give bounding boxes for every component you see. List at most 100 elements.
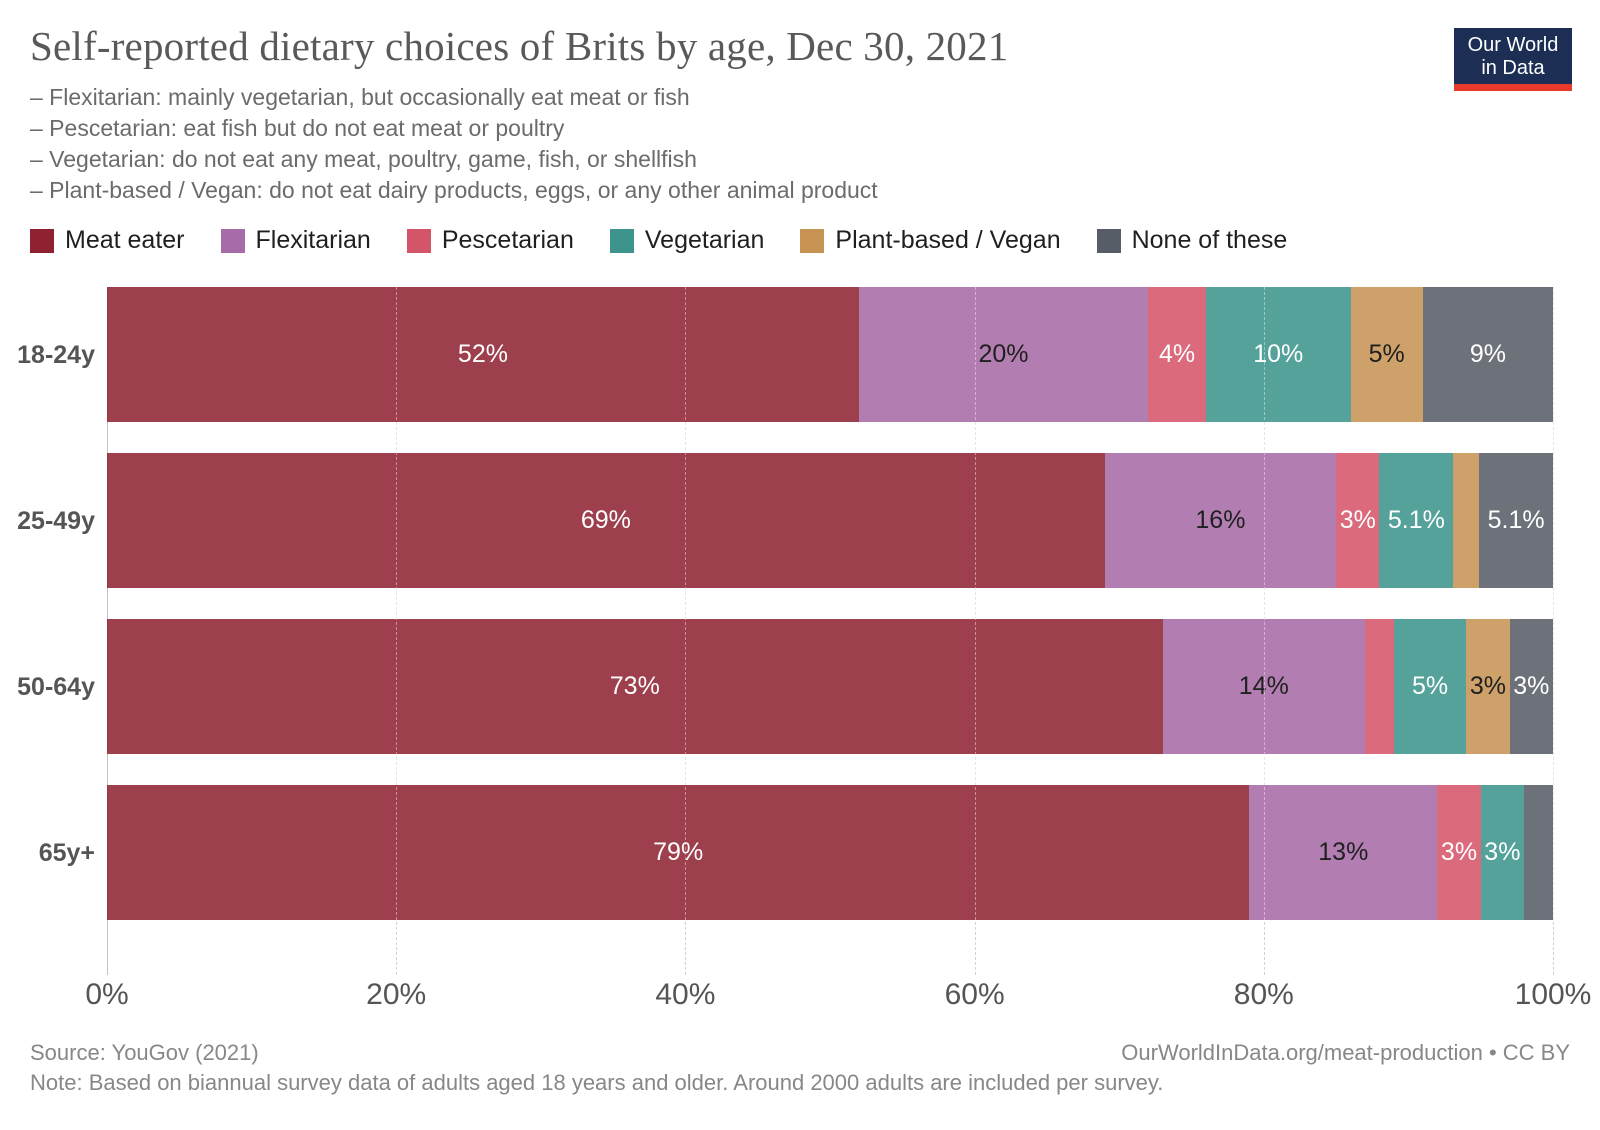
bar-segment-fill xyxy=(1480,785,1525,920)
x-tick-0: 0% xyxy=(85,978,129,1011)
bar-value-label: 14% xyxy=(1238,672,1289,700)
bar-segment-50-64y-vegetarian[interactable]: 5% xyxy=(1393,619,1467,754)
bar-segment-25-49y-flexitarian[interactable]: 16% xyxy=(1104,453,1337,588)
x-tick-100: 100% xyxy=(1514,978,1592,1011)
bar-value-label: 3% xyxy=(1513,672,1550,700)
legend-label: Plant-based / Vegan xyxy=(835,226,1061,254)
bar-value-label: 5% xyxy=(1412,672,1449,700)
legend-swatch xyxy=(609,228,634,253)
bar-segment-25-49y-meat-eater[interactable]: 69% xyxy=(107,453,1105,588)
bar-segment-fill xyxy=(1379,453,1454,588)
page-title: Self-reported dietary choices of Brits b… xyxy=(30,23,1009,69)
bar-segment-fill xyxy=(107,287,859,422)
legend-item-1[interactable]: Flexitarian xyxy=(220,226,371,255)
bar-segment-65y+-pescetarian[interactable]: 3% xyxy=(1437,785,1481,920)
bar-segment-fill xyxy=(858,287,1149,422)
legend-label: Meat eater xyxy=(65,226,185,254)
subtitle-block: – Flexitarian: mainly vegetarian, but oc… xyxy=(30,82,878,206)
legend-item-0[interactable]: Meat eater xyxy=(30,226,185,255)
bar-value-label: 3% xyxy=(1484,838,1521,866)
bar-segment-fill xyxy=(107,785,1250,920)
bar-segment-25-49y-vegetarian[interactable]: 5.1% xyxy=(1379,453,1454,588)
bar-segment-25-49y-pescetarian[interactable]: 3% xyxy=(1336,453,1380,588)
bar-segment-18-24y-vegetarian[interactable]: 10% xyxy=(1205,287,1351,422)
owid-logo[interactable]: Our World in Data xyxy=(1454,28,1572,91)
bar-segment-65y+-meat-eater[interactable]: 79% xyxy=(107,785,1250,920)
y-axis-label-65y+: 65y+ xyxy=(38,838,95,867)
legend-label: Vegetarian xyxy=(644,226,765,254)
subtitle-flexitarian: – Flexitarian: mainly vegetarian, but oc… xyxy=(30,84,690,110)
bar-segment-fill xyxy=(1162,619,1366,754)
bar-segment-65y+-vegetarian[interactable]: 3% xyxy=(1480,785,1525,920)
bar-segment-fill xyxy=(1249,785,1438,920)
bar-segment-50-64y-plant-based-vegan[interactable]: 3% xyxy=(1466,619,1510,754)
bar-segment-25-49y-none-of-these[interactable]: 5.1% xyxy=(1479,453,1553,588)
bar-value-label: 9% xyxy=(1469,340,1506,368)
y-axis-label-18-24y: 18-24y xyxy=(17,340,95,369)
bar-segment-25-49y-plant-based-vegan[interactable] xyxy=(1453,453,1480,588)
bar-value-label: 69% xyxy=(580,506,631,534)
x-tick-60: 60% xyxy=(944,978,1005,1011)
bar-segment-fill xyxy=(1365,619,1394,754)
bar-segment-18-24y-flexitarian[interactable]: 20% xyxy=(858,287,1149,422)
bar-value-label: 52% xyxy=(457,340,508,368)
bar-row-65y+: 79% 13% 3% 3% xyxy=(107,785,1553,920)
legend-swatch xyxy=(800,228,825,253)
legend-item-5[interactable]: None of these xyxy=(1096,226,1287,255)
bar-value-label: 10% xyxy=(1253,340,1304,368)
legend-label: Pescetarian xyxy=(441,226,574,254)
gridline-100 xyxy=(1553,287,1554,975)
bar-value-label: 16% xyxy=(1195,506,1246,534)
legend-swatch xyxy=(30,228,54,253)
gridline-overlay-80 xyxy=(1263,287,1265,920)
bar-value-label: 5% xyxy=(1368,340,1405,368)
footer-link[interactable]: OurWorldInData.org/meat-production • CC … xyxy=(1121,1040,1570,1065)
y-axis-label-50-64y: 50-64y xyxy=(17,672,95,701)
x-tick-80: 80% xyxy=(1233,978,1294,1011)
owid-logo-text: Our World in Data xyxy=(1454,34,1572,80)
bar-segment-18-24y-none-of-these[interactable]: 9% xyxy=(1422,287,1553,422)
bar-segment-fill xyxy=(107,453,1105,588)
gridline-overlay-60 xyxy=(974,287,976,920)
bar-row-18-24y: 52% 20% 4% 10% 5% 9% xyxy=(107,287,1553,422)
bar-segment-50-64y-pescetarian[interactable] xyxy=(1365,619,1394,754)
bar-segment-65y+-none-of-these[interactable] xyxy=(1524,785,1553,920)
bar-segment-fill xyxy=(1205,287,1351,422)
bar-value-label: 73% xyxy=(609,672,660,700)
bar-segment-fill xyxy=(1479,453,1553,588)
legend-item-3[interactable]: Vegetarian xyxy=(609,226,765,255)
legend-swatch xyxy=(1096,228,1121,253)
bar-segment-fill xyxy=(1453,453,1480,588)
footer-source: Source: YouGov (2021) xyxy=(30,1040,259,1065)
bar-segment-fill xyxy=(1466,619,1510,754)
bar-segment-fill xyxy=(1393,619,1467,754)
plot-area: 52% 20% 4% 10% 5% 9% 69% 16% 3% 5.1% 5.1% 73% 14% 5% 3… xyxy=(107,287,1554,920)
owid-logo-line1: Our World xyxy=(1467,34,1559,56)
bar-segment-18-24y-pescetarian[interactable]: 4% xyxy=(1148,287,1206,422)
legend-item-2[interactable]: Pescetarian xyxy=(406,226,574,255)
legend-item-4[interactable]: Plant-based / Vegan xyxy=(800,226,1061,255)
gridline-overlay-20 xyxy=(396,287,398,920)
bar-value-label: 3% xyxy=(1339,506,1376,534)
legend-swatch xyxy=(406,228,431,253)
bar-segment-65y+-flexitarian[interactable]: 13% xyxy=(1249,785,1438,920)
bar-value-label: 79% xyxy=(653,838,704,866)
bar-segment-50-64y-meat-eater[interactable]: 73% xyxy=(107,619,1163,754)
subtitle-vegetarian: – Vegetarian: do not eat any meat, poult… xyxy=(30,146,697,172)
bar-segment-fill xyxy=(1509,619,1553,754)
footer-note: Note: Based on biannual survey data of a… xyxy=(30,1070,1164,1095)
bar-segment-18-24y-plant-based-vegan[interactable]: 5% xyxy=(1350,287,1423,422)
gridline-overlay-40 xyxy=(685,287,687,920)
bar-value-label: 3% xyxy=(1440,838,1478,866)
bar-segment-18-24y-meat-eater[interactable]: 52% xyxy=(107,287,859,422)
bar-segment-fill xyxy=(1350,287,1423,422)
owid-logo-red-strip xyxy=(1454,84,1572,91)
subtitle-pescetarian: – Pescetarian: eat fish but do not eat m… xyxy=(30,115,565,141)
bar-segment-50-64y-none-of-these[interactable]: 3% xyxy=(1509,619,1553,754)
bar-segment-50-64y-flexitarian[interactable]: 14% xyxy=(1162,619,1366,754)
bar-row-25-49y: 69% 16% 3% 5.1% 5.1% xyxy=(107,453,1553,588)
bar-value-label: 5.1% xyxy=(1387,506,1445,534)
bar-segment-fill xyxy=(1104,453,1337,588)
bar-row-50-64y: 73% 14% 5% 3% 3% xyxy=(107,619,1553,754)
legend: Meat eater Flexitarian Pescetarian Vegetari… xyxy=(30,226,1287,255)
